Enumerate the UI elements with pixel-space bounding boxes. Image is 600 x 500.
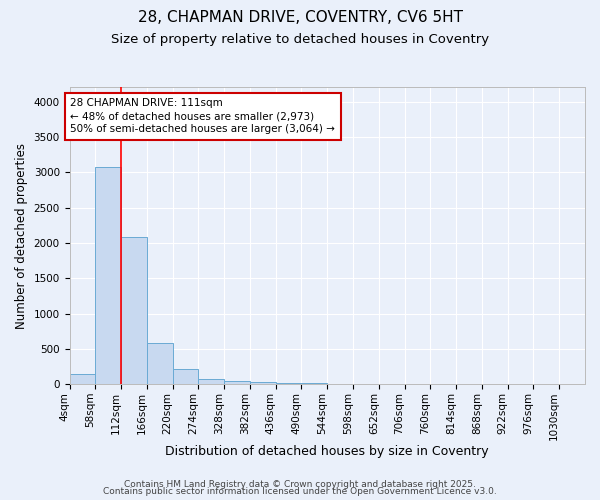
Bar [70, 374, 95, 384]
Bar [147, 343, 173, 384]
X-axis label: Distribution of detached houses by size in Coventry: Distribution of detached houses by size … [166, 444, 489, 458]
Bar [95, 166, 121, 384]
Text: 28, CHAPMAN DRIVE, COVENTRY, CV6 5HT: 28, CHAPMAN DRIVE, COVENTRY, CV6 5HT [137, 10, 463, 25]
Bar [276, 383, 301, 384]
Text: 28 CHAPMAN DRIVE: 111sqm
← 48% of detached houses are smaller (2,973)
50% of sem: 28 CHAPMAN DRIVE: 111sqm ← 48% of detach… [70, 98, 335, 134]
Bar [250, 382, 276, 384]
Text: Contains HM Land Registry data © Crown copyright and database right 2025.: Contains HM Land Registry data © Crown c… [124, 480, 476, 489]
Text: Contains public sector information licensed under the Open Government Licence v3: Contains public sector information licen… [103, 487, 497, 496]
Bar [224, 380, 250, 384]
Bar [199, 379, 224, 384]
Text: Size of property relative to detached houses in Coventry: Size of property relative to detached ho… [111, 32, 489, 46]
Bar [121, 238, 147, 384]
Y-axis label: Number of detached properties: Number of detached properties [15, 143, 28, 329]
Bar [173, 368, 199, 384]
